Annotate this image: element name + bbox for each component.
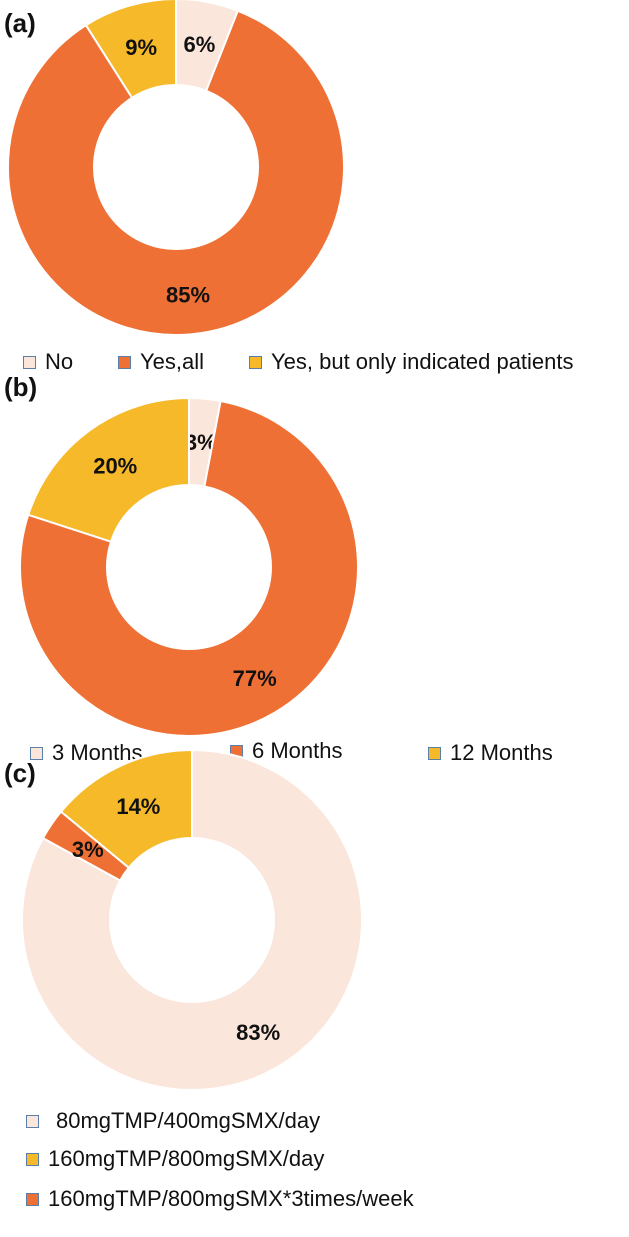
- legend-swatch: [26, 1192, 39, 1206]
- slice-label: 14%: [116, 794, 160, 819]
- legend-label: 80mgTMP/400mgSMX/day: [56, 1108, 321, 1133]
- donut-slice: [7, 9, 345, 336]
- slice-label: 85%: [166, 282, 210, 307]
- legend-item-no: No: [23, 349, 73, 375]
- panel-c: (c) 83% 3% 14% 80mgTMP/400mgSMX/day 160mgT…: [0, 748, 629, 1237]
- legend-swatch: [26, 1114, 39, 1128]
- donut-slice: [27, 396, 190, 543]
- panel-label: (b): [4, 372, 38, 402]
- donut-chart-b: 3%77%20%: [19, 396, 359, 737]
- panel-b: (b) 3% 77% 20% 3 Months 6 Months 12 Months: [0, 368, 629, 768]
- donut-slice: [59, 748, 193, 870]
- legend-swatch: [118, 355, 131, 369]
- legend-label: 160mgTMP/800mgSMX/day: [48, 1146, 325, 1171]
- legend-item-160mg-day: 160mgTMP/800mgSMX/day: [26, 1146, 324, 1172]
- legend-item-yes-all: Yes,all: [118, 349, 204, 375]
- legend-item-80mg: 80mgTMP/400mgSMX/day: [26, 1108, 320, 1134]
- slice-label: 20%: [93, 453, 137, 478]
- legend-swatch: [23, 355, 36, 369]
- legend-label: No: [45, 349, 74, 374]
- donut-chart-c: 83%3%14%: [21, 748, 363, 1091]
- legend-label: 3 Months: [52, 740, 143, 765]
- legend-label: 12 Months: [450, 740, 553, 765]
- legend-label: Yes, but only indicated patients: [271, 349, 574, 374]
- legend-item-12-months: 12 Months: [428, 740, 553, 766]
- legend-swatch: [30, 746, 43, 760]
- legend-swatch: [428, 746, 441, 760]
- donut-slice: [21, 748, 363, 1091]
- panel-label: (c): [4, 758, 36, 788]
- legend-item-3-months: 3 Months: [30, 740, 143, 766]
- legend-label: Yes,all: [140, 349, 205, 374]
- slice-label: 77%: [233, 666, 277, 691]
- donut-chart-a: 6% 85% 9%: [7, 0, 345, 336]
- legend-swatch: [26, 1152, 39, 1166]
- legend-item-160mg-3times: 160mgTMP/800mgSMX*3times/week: [26, 1186, 414, 1212]
- legend-swatch: [249, 355, 262, 369]
- legend-item-yes-indicated: Yes, but only indicated patients: [249, 349, 574, 375]
- donut-slice: [84, 0, 177, 100]
- slice-label: 9%: [125, 35, 157, 60]
- slice-label: 6%: [184, 32, 216, 57]
- legend-label: 160mgTMP/800mgSMX*3times/week: [48, 1186, 414, 1211]
- legend-item-6-months: 6 Months: [230, 738, 343, 764]
- panel-label: (a): [4, 8, 36, 38]
- donut-slice: [19, 399, 359, 737]
- slice-label: 83%: [236, 1020, 280, 1045]
- legend-label: 6 Months: [252, 738, 343, 763]
- panel-a: (a) 6% 85% 9% No Yes,all Yes, but only ind…: [0, 0, 629, 380]
